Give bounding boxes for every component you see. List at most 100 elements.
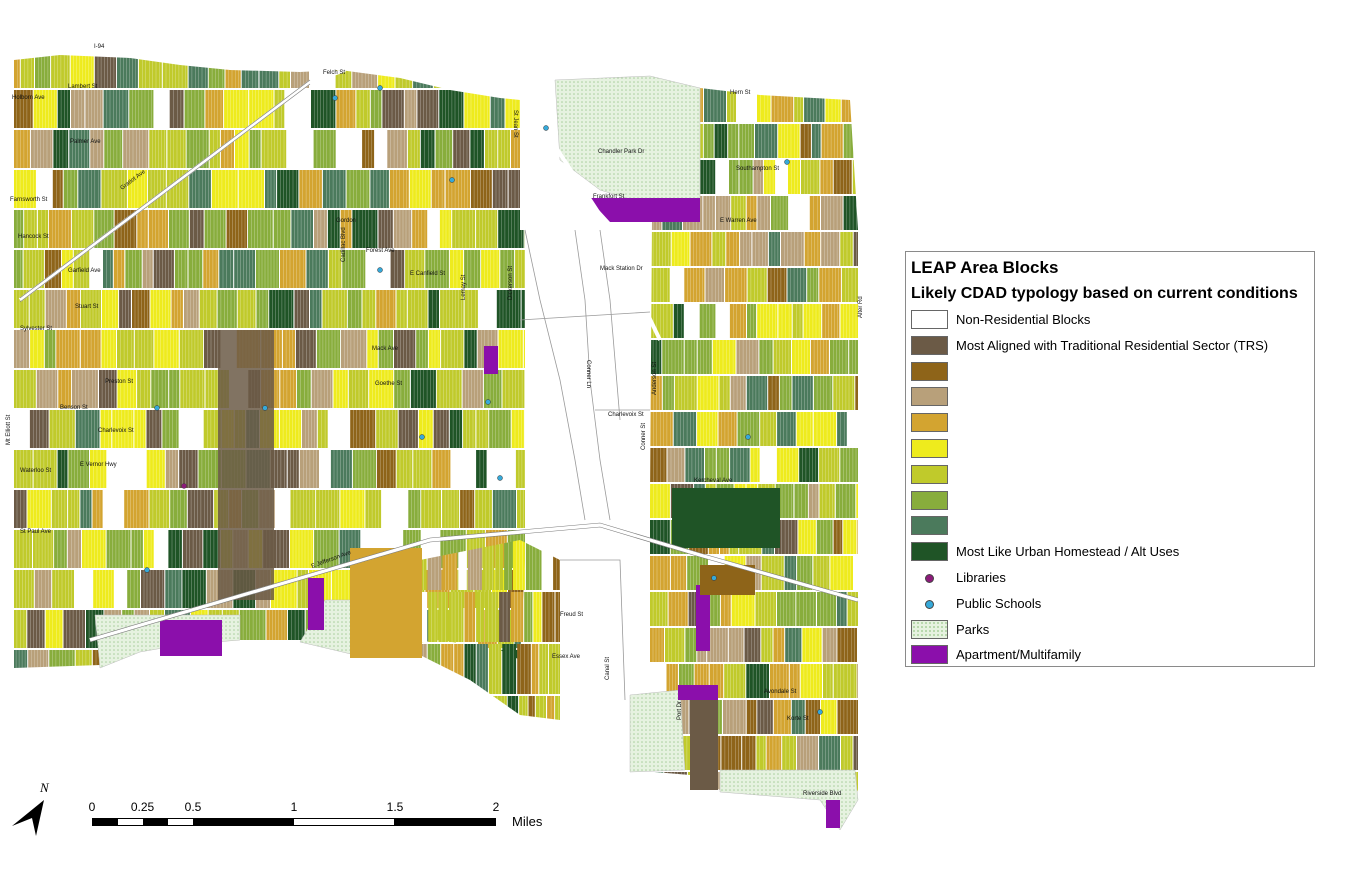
neighborhood-block bbox=[294, 290, 309, 328]
neighborhood-block bbox=[840, 232, 853, 266]
neighborhood-block bbox=[699, 304, 716, 338]
neighborhood-block bbox=[820, 160, 833, 194]
neighborhood-block bbox=[515, 250, 525, 288]
north-label: N bbox=[39, 780, 50, 795]
neighborhood-block bbox=[737, 88, 756, 122]
neighborhood-block bbox=[665, 808, 688, 830]
neighborhood-block bbox=[439, 90, 464, 128]
neighborhood-block bbox=[451, 450, 476, 488]
neighborhood-block bbox=[314, 210, 327, 248]
neighborhood-block bbox=[146, 410, 162, 448]
neighborhood-block bbox=[58, 370, 72, 408]
neighborhood-block bbox=[36, 170, 52, 208]
neighborhood-block bbox=[730, 376, 746, 410]
street-label: Korte St bbox=[787, 716, 809, 722]
neighborhood-block bbox=[331, 570, 351, 608]
school-markers bbox=[144, 85, 823, 715]
neighborhood-block bbox=[107, 450, 126, 488]
neighborhood-block bbox=[149, 490, 170, 528]
legend-item: Most Aligned with Traditional Residentia… bbox=[911, 335, 1311, 357]
neighborhood-block bbox=[57, 450, 68, 488]
neighborhood-block bbox=[719, 376, 730, 410]
neighborhood-block bbox=[224, 90, 249, 128]
neighborhood-block bbox=[857, 520, 858, 554]
neighborhood-block bbox=[171, 290, 183, 328]
legend-item: Most Like Urban Homestead / Alt Uses bbox=[911, 541, 1311, 563]
street-label: Cadillac Blvd bbox=[341, 227, 347, 262]
neighborhood-block bbox=[14, 530, 32, 568]
neighborhood-block bbox=[35, 55, 51, 88]
neighborhood-block bbox=[167, 130, 186, 168]
neighborhood-block bbox=[102, 290, 119, 328]
neighborhood-block bbox=[768, 232, 780, 266]
legend-item: Apartment/Multifamily bbox=[911, 644, 1311, 666]
street-label: Dickerson St bbox=[508, 266, 514, 300]
legend-item bbox=[911, 386, 1311, 408]
neighborhood-block bbox=[27, 490, 51, 528]
neighborhood-block bbox=[340, 210, 352, 248]
legend-swatch bbox=[911, 516, 948, 536]
neighborhood-block bbox=[45, 610, 63, 648]
street-label: Stuart St bbox=[75, 304, 99, 310]
neighborhood-block bbox=[342, 250, 366, 288]
legend-subtitle: Likely CDAD typology based on current co… bbox=[911, 285, 1298, 302]
neighborhood-block bbox=[853, 736, 858, 770]
neighborhood-block bbox=[487, 450, 501, 488]
neighborhood-block bbox=[854, 556, 858, 590]
neighborhood-block bbox=[511, 592, 524, 642]
neighborhood-block bbox=[132, 290, 150, 328]
neighborhood-block bbox=[439, 210, 452, 248]
street-label: E Canfield St bbox=[410, 271, 445, 277]
neighborhood-block bbox=[296, 370, 311, 408]
neighborhood-block bbox=[90, 130, 104, 168]
neighborhood-block bbox=[856, 484, 858, 518]
neighborhood-block bbox=[203, 410, 221, 448]
neighborhood-block bbox=[766, 736, 782, 770]
map-legend: LEAP Area Blocks Likely CDAD typology ba… bbox=[905, 251, 1315, 667]
neighborhood-block bbox=[378, 210, 393, 248]
neighborhood-block bbox=[703, 124, 714, 158]
neighborhood-block bbox=[438, 592, 448, 642]
neighborhood-block bbox=[792, 340, 810, 374]
street-label: Avondale St bbox=[764, 689, 797, 695]
neighborhood-block bbox=[30, 330, 44, 368]
neighborhood-block bbox=[650, 520, 670, 554]
neighborhood-block bbox=[463, 410, 476, 448]
neighborhood-block bbox=[740, 232, 752, 266]
neighborhood-block bbox=[485, 130, 498, 168]
neighborhood-block bbox=[683, 736, 694, 770]
neighborhood-block bbox=[203, 250, 219, 288]
major-road-outlines bbox=[19, 79, 859, 643]
neighborhood-block bbox=[511, 410, 524, 448]
neighborhood-block bbox=[436, 370, 462, 408]
neighborhood-block bbox=[813, 376, 833, 410]
neighborhood-block bbox=[341, 330, 367, 368]
neighborhood-block bbox=[495, 55, 517, 88]
street-label: Alter Rd bbox=[858, 296, 864, 318]
neighborhood-block bbox=[104, 130, 123, 168]
street-label: Garfield Ave bbox=[68, 268, 101, 274]
neighborhood-block bbox=[521, 290, 525, 328]
street-label: Gordon bbox=[336, 218, 356, 224]
neighborhood-block bbox=[131, 530, 143, 568]
neighborhood-block bbox=[265, 170, 277, 208]
neighborhood-block bbox=[500, 250, 515, 288]
street-label: Felch St bbox=[323, 70, 345, 76]
special-blocks bbox=[160, 198, 840, 828]
neighborhood-block bbox=[535, 696, 546, 720]
legend-label: Public Schools bbox=[956, 595, 1042, 611]
neighborhood-block bbox=[475, 490, 492, 528]
neighborhood-block bbox=[836, 592, 847, 626]
neighborhood-block bbox=[119, 290, 131, 328]
neighborhood-block bbox=[847, 592, 858, 626]
neighborhood-block bbox=[14, 330, 30, 368]
neighborhood-block bbox=[370, 90, 382, 128]
neighborhood-block bbox=[90, 250, 102, 288]
neighborhood-block bbox=[481, 250, 500, 288]
neighborhood-block bbox=[189, 210, 204, 248]
scale-tick-label: 0 bbox=[88, 800, 96, 814]
street-label: Benson St bbox=[60, 405, 88, 411]
neighborhood-block bbox=[756, 808, 773, 830]
neighborhood-block bbox=[727, 88, 736, 122]
neighborhood-block bbox=[217, 290, 237, 328]
